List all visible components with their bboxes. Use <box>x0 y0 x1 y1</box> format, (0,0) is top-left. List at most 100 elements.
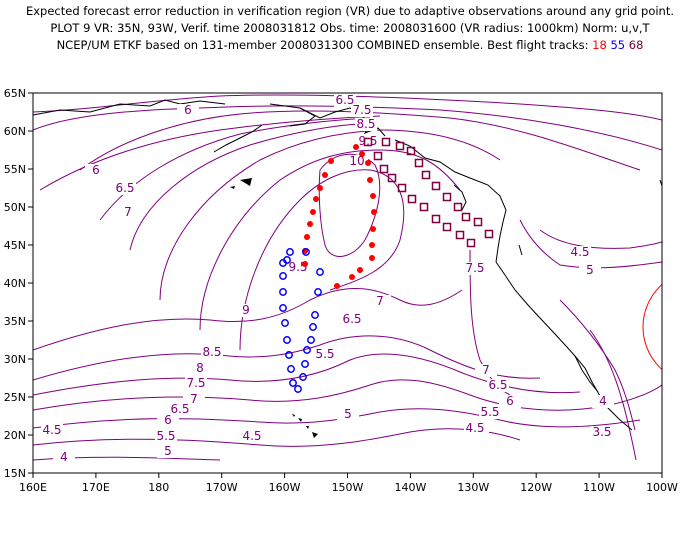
contour-label: 7.5 <box>465 261 484 275</box>
title-line-3-text: NCEP/UM ETKF based on 131-member 2008031… <box>56 38 589 52</box>
lat-tick-label: 40N <box>4 277 26 290</box>
track-55-point <box>289 379 297 387</box>
contour-label-bg <box>177 104 199 117</box>
track-68-point <box>421 170 431 180</box>
contour-label: 9 <box>242 303 250 317</box>
track-18-point <box>317 185 323 191</box>
coastlines <box>33 99 662 431</box>
contour-label-bg <box>369 295 391 308</box>
flight-track-55 <box>279 248 324 393</box>
track-55-point <box>294 385 302 393</box>
track-55-point <box>283 256 291 264</box>
track-55-point <box>316 268 324 276</box>
contour-label: 5.5 <box>315 347 334 361</box>
track-55-point <box>307 336 315 344</box>
track-55-point <box>309 323 317 331</box>
track-55-point <box>311 311 319 319</box>
track-18-point <box>369 242 375 248</box>
contour-label: 6 <box>184 103 192 117</box>
contour-label: 4 <box>599 394 607 408</box>
track-68-point <box>442 222 452 232</box>
contour-label: 7 <box>376 294 384 308</box>
track-68-point <box>387 173 397 183</box>
contour-label: 4.5 <box>242 429 261 443</box>
track-18-point <box>371 209 377 215</box>
contour-label-bg <box>475 364 497 377</box>
track-label-18: 18 <box>592 38 607 52</box>
track-68-point <box>373 151 383 161</box>
track-18-point <box>302 261 308 267</box>
contour-label-bg <box>114 182 136 195</box>
contour-label: 5.5 <box>156 429 175 443</box>
contour-label-bg <box>334 94 356 107</box>
contour-label-bg <box>479 406 501 419</box>
contour-label: 6 <box>164 413 172 427</box>
contour-label: 8.5 <box>356 117 375 131</box>
contour-label-bg <box>337 408 359 421</box>
lat-tick-label: 60N <box>4 125 26 138</box>
lon-tick-label: 120W <box>520 481 552 494</box>
contour-label-bg <box>464 262 486 275</box>
contour-label: 6 <box>506 394 514 408</box>
track-18-point <box>322 172 328 178</box>
track-18-point <box>334 283 340 289</box>
lon-tick-label: 170W <box>206 481 238 494</box>
contour-label: 7.5 <box>352 103 371 117</box>
contour-label-bg <box>341 313 363 326</box>
track-55-point <box>281 319 289 327</box>
track-18-point <box>359 151 365 157</box>
track-55-point <box>285 351 293 359</box>
track-55-point <box>303 346 311 354</box>
contour-label-bg <box>591 426 613 439</box>
track-18-point <box>357 267 363 273</box>
track-68-point <box>455 230 465 240</box>
contour-label: 8 <box>196 361 204 375</box>
islands <box>230 178 318 438</box>
track-55-point <box>279 304 287 312</box>
track-18-point <box>370 193 376 199</box>
track-18-point <box>369 255 375 261</box>
contour-label: 6.5 <box>488 378 507 392</box>
track-55-point <box>314 288 322 296</box>
contour-label-bg <box>169 403 191 416</box>
lon-tick-label: 150W <box>332 481 364 494</box>
contour-label: 6.5 <box>342 312 361 326</box>
contour-lines <box>33 94 662 461</box>
track-68-point <box>381 137 391 147</box>
lon-tick-label: 160W <box>269 481 301 494</box>
track-label-55: 55 <box>610 38 626 52</box>
track-18-point <box>353 144 359 150</box>
contour-label-bg <box>464 422 486 435</box>
track-55-point <box>301 360 309 368</box>
contour-label: 5 <box>586 263 594 277</box>
track-68-point <box>407 194 417 204</box>
lat-tick-label: 35N <box>4 315 26 328</box>
lat-tick-label: 15N <box>4 467 26 480</box>
title-line-1: Expected forecast error reduction in ver… <box>25 4 675 18</box>
contour-label-bg <box>157 445 179 458</box>
lon-tick-label: 100W <box>646 481 678 494</box>
track-68-point <box>484 229 494 239</box>
lat-tick-label: 20N <box>4 429 26 442</box>
lon-tick-label: 140W <box>394 481 426 494</box>
contour-label-bg <box>499 395 521 408</box>
track-68-point <box>363 137 373 147</box>
track-68-point <box>466 238 476 248</box>
track-18-point <box>365 160 371 166</box>
latitude-axis: 65N 60N 55N 50N 45N 40N 35N 30N 25N 20N 15N <box>4 87 33 480</box>
contour-label: 5 <box>164 444 172 458</box>
track-68-point <box>461 212 471 222</box>
track-68-point <box>431 181 441 191</box>
track-68-point <box>397 183 407 193</box>
lat-tick-label: 30N <box>4 353 26 366</box>
track-18-point <box>313 196 319 202</box>
track-18-point <box>307 221 313 227</box>
contour-label-bg <box>487 379 509 392</box>
track-18-point <box>328 158 334 164</box>
contour-label: 6.5 <box>170 402 189 416</box>
track-68-point <box>414 158 424 168</box>
lat-tick-label: 45N <box>4 239 26 252</box>
contour-label-bg <box>85 164 107 177</box>
track-18-point <box>367 177 373 183</box>
contour-label-bg <box>185 377 207 390</box>
